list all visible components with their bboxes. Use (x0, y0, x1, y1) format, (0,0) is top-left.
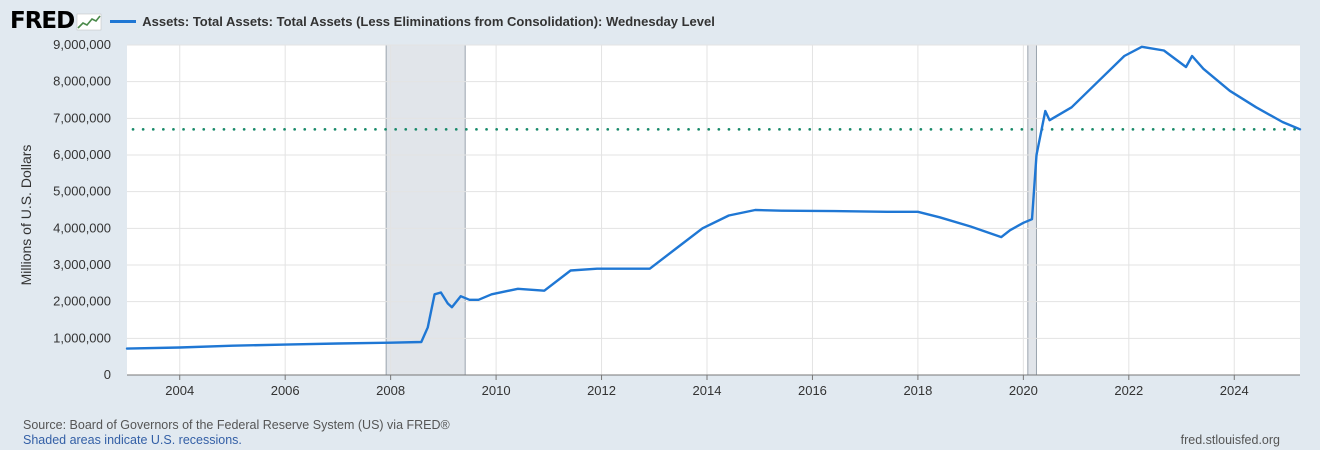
y-tick-label: 2,000,000 (53, 294, 111, 309)
series-line (125, 45, 1302, 350)
x-tick-label: 2024 (1220, 383, 1249, 398)
x-tick-label: 2022 (1114, 383, 1143, 398)
y-tick-label: 6,000,000 (53, 147, 111, 162)
y-tick-label: 7,000,000 (53, 110, 111, 125)
chart-footer: Source: Board of Governors of the Federa… (23, 418, 450, 448)
plot-background (127, 45, 1300, 375)
fred-logo[interactable]: FRED (10, 8, 75, 34)
y-tick-label: 1,000,000 (53, 330, 111, 345)
x-tick-label: 2004 (165, 383, 194, 398)
y-tick-label: 9,000,000 (53, 37, 111, 52)
recession-band (385, 44, 466, 376)
chart-line-icon (76, 13, 102, 31)
y-tick-label: 5,000,000 (53, 184, 111, 199)
y-tick-label: 0 (104, 367, 111, 382)
x-tick-label: 2016 (798, 383, 827, 398)
x-tick-label: 2020 (1009, 383, 1038, 398)
site-link[interactable]: fred.stlouisfed.org (1180, 433, 1280, 447)
x-tick-label: 2018 (903, 383, 932, 398)
legend-swatch (110, 19, 137, 23)
y-axis-label: Millions of U.S. Dollars (18, 145, 34, 286)
y-tick-label: 4,000,000 (53, 220, 111, 235)
x-tick-label: 2006 (271, 383, 300, 398)
y-tick-label: 8,000,000 (53, 74, 111, 89)
recession-note[interactable]: Shaded areas indicate U.S. recessions. (23, 433, 242, 447)
x-tick-label: 2008 (376, 383, 405, 398)
y-tick-label: 3,000,000 (53, 257, 111, 272)
chart-header: FRED Assets: Total Assets: Total Assets … (10, 6, 715, 36)
x-tick-label: 2010 (482, 383, 511, 398)
x-tick-label: 2012 (587, 383, 616, 398)
x-tick-label: 2014 (693, 383, 722, 398)
legend-series-label[interactable]: Assets: Total Assets: Total Assets (Less… (142, 13, 715, 29)
source-note: Source: Board of Governors of the Federa… (23, 418, 450, 432)
